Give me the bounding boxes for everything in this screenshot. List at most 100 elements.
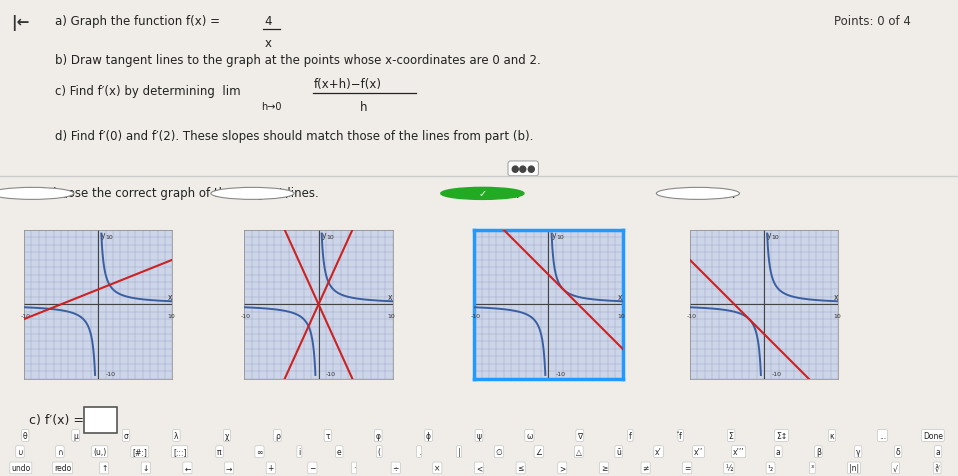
Text: −: −: [309, 464, 315, 472]
Text: [:::]: [:::]: [172, 447, 187, 456]
Text: f(x+h)−f(x): f(x+h)−f(x): [314, 78, 382, 91]
Text: σ: σ: [124, 431, 128, 440]
Text: f: f: [628, 431, 631, 440]
Text: ✓: ✓: [478, 189, 487, 199]
Text: (u,): (u,): [93, 447, 106, 456]
Text: 10: 10: [167, 314, 174, 318]
Text: →: →: [226, 464, 232, 472]
Text: ½: ½: [725, 464, 733, 472]
Text: ←: ←: [184, 464, 191, 472]
Text: x’: x’: [655, 447, 662, 456]
Text: y: y: [102, 230, 105, 239]
Text: a: a: [936, 447, 941, 456]
Text: x: x: [264, 37, 272, 50]
Text: Σ: Σ: [729, 431, 734, 440]
Text: a: a: [776, 447, 781, 456]
Text: μ: μ: [73, 431, 78, 440]
Text: ∇: ∇: [578, 431, 582, 440]
Text: ↑: ↑: [101, 464, 107, 472]
Text: √: √: [893, 464, 898, 472]
Circle shape: [656, 188, 740, 200]
Text: 10: 10: [833, 314, 840, 318]
Text: ≠: ≠: [643, 464, 649, 472]
Text: 10: 10: [105, 234, 113, 239]
Text: ...: ...: [878, 431, 886, 440]
Text: -10: -10: [240, 314, 251, 318]
Text: ·: ·: [353, 464, 355, 472]
Text: -10: -10: [556, 371, 566, 377]
Text: ≤: ≤: [517, 464, 524, 472]
Text: χ: χ: [225, 431, 229, 440]
Text: .: .: [418, 447, 421, 456]
Text: ū: ū: [616, 447, 621, 456]
Text: |: |: [458, 447, 461, 456]
Text: redo: redo: [54, 464, 71, 472]
Text: 10: 10: [617, 314, 625, 318]
Text: x’’: x’’: [694, 447, 703, 456]
Text: a) Graph the function f(x) =: a) Graph the function f(x) =: [56, 15, 224, 28]
Text: undo: undo: [11, 464, 31, 472]
Text: Σ↕: Σ↕: [776, 431, 787, 440]
Text: y: y: [322, 230, 326, 239]
Text: x: x: [388, 292, 393, 301]
Text: 10: 10: [387, 314, 395, 318]
Text: c) f′(x) =: c) f′(x) =: [29, 414, 83, 426]
Text: <: <: [476, 464, 482, 472]
Text: =: =: [684, 464, 691, 472]
Text: +: +: [267, 464, 274, 472]
Text: -10: -10: [771, 371, 782, 377]
Text: B.: B.: [277, 188, 289, 200]
Text: -10: -10: [326, 371, 336, 377]
Text: λ: λ: [174, 431, 179, 440]
Text: -10: -10: [20, 314, 31, 318]
Text: i: i: [298, 447, 301, 456]
Text: Done: Done: [923, 431, 943, 440]
Text: e: e: [337, 447, 342, 456]
Text: 10: 10: [556, 234, 563, 239]
Text: φ: φ: [376, 431, 380, 440]
Text: h: h: [360, 100, 368, 113]
Text: ρ: ρ: [275, 431, 280, 440]
Text: ¹₂: ¹₂: [767, 464, 774, 472]
Text: D.: D.: [722, 188, 736, 200]
Text: (: (: [377, 447, 380, 456]
Text: ∅: ∅: [495, 447, 502, 456]
Text: 10: 10: [326, 234, 333, 239]
Text: ×: ×: [434, 464, 441, 472]
Text: ϕ: ϕ: [426, 431, 431, 440]
Text: ∪: ∪: [17, 447, 23, 456]
Text: θ: θ: [23, 431, 28, 440]
Text: x: x: [618, 292, 623, 301]
Text: y: y: [767, 230, 771, 239]
Text: ●●●: ●●●: [511, 164, 536, 174]
Text: x: x: [168, 292, 172, 301]
Text: △: △: [576, 447, 582, 456]
Text: β: β: [816, 447, 821, 456]
Text: π: π: [217, 447, 222, 456]
Text: Points: 0 of 4: Points: 0 of 4: [833, 15, 911, 28]
Text: ³: ³: [810, 464, 813, 472]
Circle shape: [441, 188, 524, 200]
Text: b) Choose the correct graph of the tangent lines.: b) Choose the correct graph of the tange…: [29, 186, 318, 199]
Text: ∞: ∞: [257, 447, 262, 456]
Text: >: >: [559, 464, 565, 472]
Text: ∛: ∛: [935, 464, 940, 472]
Text: x’’’: x’’’: [733, 447, 744, 456]
Text: d) Find f′(0) and f′(2). These slopes should match those of the lines from part : d) Find f′(0) and f′(2). These slopes sh…: [56, 129, 534, 142]
Text: |←: |←: [11, 15, 30, 30]
Text: δ: δ: [896, 447, 901, 456]
Text: τ: τ: [326, 431, 330, 440]
FancyBboxPatch shape: [83, 407, 117, 433]
Text: h→0: h→0: [261, 102, 282, 112]
Text: C.: C.: [507, 188, 519, 200]
Text: ω: ω: [526, 431, 533, 440]
Text: b) Draw tangent lines to the graph at the points whose x-coordinates are 0 and 2: b) Draw tangent lines to the graph at th…: [56, 54, 541, 67]
Text: [#:]: [#:]: [132, 447, 148, 456]
Text: A.: A.: [57, 188, 69, 200]
Circle shape: [211, 188, 294, 200]
Text: -10: -10: [470, 314, 481, 318]
Text: κ: κ: [830, 431, 834, 440]
Text: ̂f: ̂f: [679, 431, 682, 440]
Text: c) Find f′(x) by determining  lim: c) Find f′(x) by determining lim: [56, 85, 241, 98]
Text: -10: -10: [105, 371, 116, 377]
